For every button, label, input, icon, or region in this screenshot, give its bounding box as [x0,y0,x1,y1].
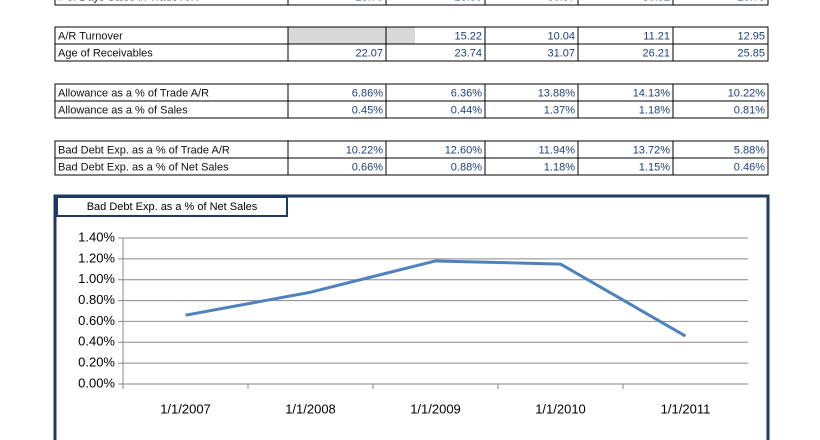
y-tick-label: 1.20% [78,250,115,265]
cell-value: 1.15% [639,161,670,173]
cell-value: 25.85 [737,47,765,59]
cell-value: 12.95 [737,30,765,42]
x-tick-label: 1/1/2007 [160,401,211,416]
cell-value: 1.18% [544,161,575,173]
x-tick-label: 1/1/2008 [285,401,336,416]
y-tick-label: 0.80% [78,292,115,307]
chart-title: Bad Debt Exp. as a % of Net Sales [87,201,258,213]
cell-value: 26.21 [642,47,670,59]
cell-value: 22.07 [355,47,383,59]
cell-value: 0.81% [734,104,765,116]
y-tick-label: 0.60% [78,313,115,328]
cell-value: 1.37% [544,104,575,116]
y-tick-label: 0.00% [78,375,115,390]
row-label: Bad Debt Exp. as a % of Trade A/R [58,144,230,156]
cell-value: 15.22 [454,30,482,42]
series-line [185,259,687,338]
x-tick-label: 1/1/2010 [535,401,586,416]
cell-value: 28.75 [737,0,765,3]
row-label: # of Days Sales in Trade A/R [58,0,199,3]
row-label: A/R Turnover [58,30,123,42]
y-tick-label: 0.40% [78,334,115,349]
cell-value: 5.88% [734,144,765,156]
cell-value: 23.74 [454,47,482,59]
cell-value: 13.88% [538,87,576,99]
cell-value: 23.76 [355,0,383,3]
cell-value: 0.66% [352,161,383,173]
x-tick-label: 1/1/2009 [410,401,461,416]
cell-value: 14.13% [633,87,671,99]
row-label: Allowance as a % of Trade A/R [58,87,209,99]
cell-value: 0.88% [451,161,482,173]
empty-cell [288,27,415,44]
table-group [54,83,769,119]
cell-value: 23.35 [454,0,482,3]
y-tick-label: 0.20% [78,355,115,370]
cell-value: 30.87 [547,0,575,3]
cell-value: 0.45% [352,104,383,116]
y-tick-label: 1.00% [78,271,115,286]
cell-value: 6.86% [352,87,383,99]
row-label: Bad Debt Exp. as a % of Net Sales [58,161,229,173]
cell-value: 11.94% [539,144,576,156]
row-label: Age of Receivables [58,47,153,59]
cell-value: 31.07 [547,47,575,59]
cell-value: 12.60% [445,144,483,156]
cell-value: 11.21 [643,30,670,42]
cell-value: 10.22% [346,144,384,156]
table-group [54,140,769,176]
cell-value: 10.04 [547,30,575,42]
cell-value: 30.52 [642,0,670,3]
cell-value: 0.46% [734,161,765,173]
chart-frame [53,194,770,440]
table-group [54,26,769,62]
cell-value: 1.18% [639,104,670,116]
cell-value: 13.72% [633,144,671,156]
cell-value: 10.22% [728,87,766,99]
x-tick-label: 1/1/2011 [661,401,711,416]
row-label: Allowance as a % of Sales [58,104,188,116]
cell-value: 6.36% [451,87,482,99]
chart-title-box [56,196,288,217]
table-group [54,0,769,6]
cell-value: 0.44% [451,104,482,116]
y-tick-label: 1.40% [78,229,115,244]
